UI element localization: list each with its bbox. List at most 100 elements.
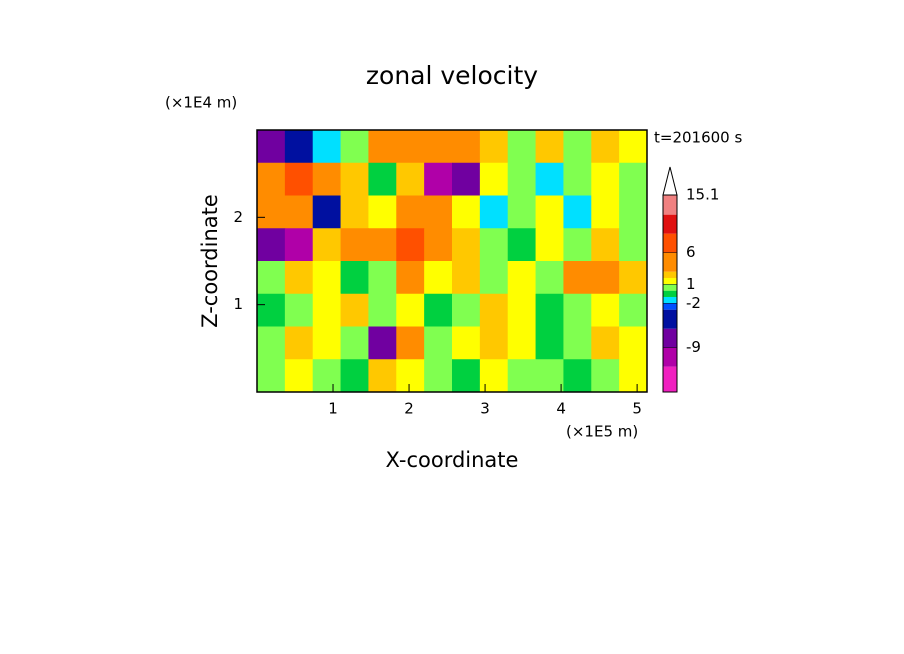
plot-frame	[256, 129, 648, 393]
field-cell	[507, 261, 537, 295]
field-cell	[479, 130, 509, 164]
field-cell	[396, 162, 425, 196]
field-cell	[396, 195, 425, 229]
field-cell	[591, 130, 620, 164]
field-cell	[563, 326, 592, 360]
colorbar-box	[663, 303, 677, 310]
field-cell	[507, 228, 537, 262]
colorbar-box	[663, 366, 677, 392]
field-cell	[591, 261, 620, 295]
field-cell	[368, 162, 397, 196]
field-cell	[619, 261, 648, 295]
colorbar-box	[663, 309, 677, 329]
field-cell	[312, 195, 342, 229]
field-cell	[424, 228, 453, 262]
field-cell	[563, 228, 592, 262]
colorbar-box	[663, 214, 677, 234]
chart-title: zonal velocity	[366, 61, 538, 90]
x-tick-label: 1	[328, 400, 338, 418]
x-tick-label: 2	[404, 400, 414, 418]
field-cell	[312, 293, 342, 327]
field-cell	[619, 326, 648, 360]
colorbar-box	[663, 347, 677, 367]
field-cell	[257, 162, 286, 196]
field-cell	[535, 195, 564, 229]
field-cell	[452, 130, 481, 164]
field-cell	[424, 293, 453, 327]
y-tick-label: 2	[233, 208, 243, 226]
field-cell	[368, 195, 397, 229]
field-cell	[535, 293, 564, 327]
field-cell	[340, 162, 369, 196]
field-cell	[452, 326, 481, 360]
field-cell	[591, 359, 620, 393]
field-cell	[257, 228, 286, 262]
field-cell	[284, 359, 314, 393]
field-cell	[535, 228, 564, 262]
colorbar-box	[663, 233, 677, 253]
x-tick-label: 5	[632, 400, 642, 418]
field-cell	[424, 130, 453, 164]
field-cell	[257, 293, 286, 327]
field-cell	[563, 261, 592, 295]
field-cell	[312, 326, 342, 360]
field-cell	[284, 261, 314, 295]
field-cell	[340, 293, 369, 327]
field-cell	[424, 326, 453, 360]
field-cell	[284, 130, 314, 164]
field-cell	[563, 293, 592, 327]
field-cell	[312, 162, 342, 196]
field-cell	[396, 228, 425, 262]
field-cell	[479, 261, 509, 295]
field-cell	[535, 162, 564, 196]
field-cell	[284, 228, 314, 262]
field-cell	[563, 195, 592, 229]
field-cell	[452, 228, 481, 262]
colorbar-box	[663, 296, 677, 304]
field-cell	[619, 228, 648, 262]
field-cell	[619, 162, 648, 196]
y-unit: (×1E4 m)	[165, 94, 237, 112]
field-cell	[619, 130, 648, 164]
field-cell	[563, 130, 592, 164]
field-cell	[368, 130, 397, 164]
field-cell	[368, 293, 397, 327]
x-unit: (×1E5 m)	[566, 423, 638, 441]
field-cell	[396, 261, 425, 295]
field-cell	[591, 195, 620, 229]
x-tick-label: 3	[480, 400, 490, 418]
field-cell	[368, 359, 397, 393]
field-cell	[284, 326, 314, 360]
field-cell	[507, 293, 537, 327]
field-cell	[619, 195, 648, 229]
field-cell	[424, 261, 453, 295]
field-cell	[535, 130, 564, 164]
field-cell	[284, 195, 314, 229]
field-cell	[507, 326, 537, 360]
y-tick-label: 1	[233, 295, 243, 313]
field-cell	[452, 359, 481, 393]
colorbar-box	[663, 277, 677, 285]
field-cell	[396, 293, 425, 327]
colorbar-tick-label: -2	[686, 294, 701, 312]
colorbar-box	[663, 252, 677, 272]
colorbar-tick-label: 1	[686, 275, 696, 293]
field-cell	[396, 130, 425, 164]
field-cell	[396, 359, 425, 393]
colorbar-arrow	[662, 166, 678, 196]
field-cell	[591, 228, 620, 262]
field-cell	[368, 261, 397, 295]
field-cell	[507, 195, 537, 229]
field-cell	[535, 261, 564, 295]
colorbar-box	[663, 328, 677, 348]
field-cell	[312, 130, 342, 164]
field-cell	[284, 162, 314, 196]
x-tick-label: 4	[556, 400, 566, 418]
field-cell	[535, 326, 564, 360]
field-cell	[479, 228, 509, 262]
field-cell	[368, 228, 397, 262]
colorbar-tick-label: -9	[686, 338, 701, 356]
field-cell	[424, 162, 453, 196]
field-cell	[591, 326, 620, 360]
